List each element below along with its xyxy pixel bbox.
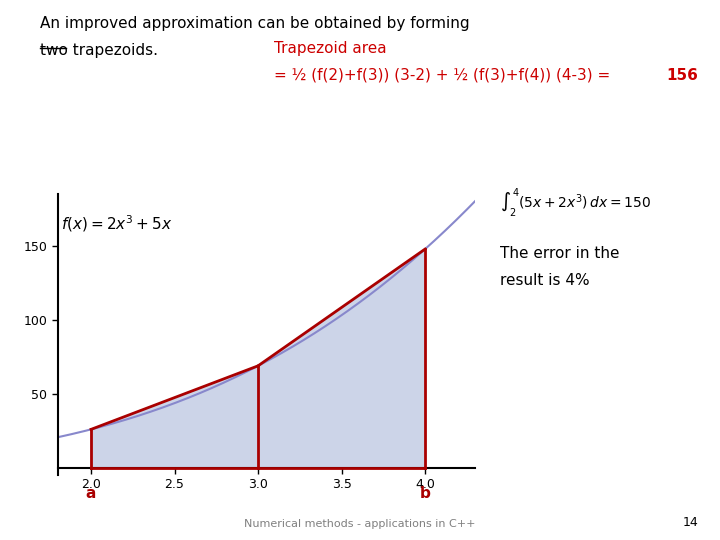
- Text: An improved approximation can be obtained by forming: An improved approximation can be obtaine…: [40, 16, 469, 31]
- Text: The error in the: The error in the: [500, 246, 620, 261]
- Text: Trapezoid area: Trapezoid area: [274, 40, 386, 56]
- Text: 156: 156: [667, 68, 698, 83]
- Text: $f(x) = 2x^3 + 5x$: $f(x) = 2x^3 + 5x$: [61, 214, 172, 234]
- Text: 14: 14: [683, 516, 698, 529]
- Text: $\int_2^4 (5x + 2x^3)\,dx = 150$: $\int_2^4 (5x + 2x^3)\,dx = 150$: [500, 186, 652, 219]
- Text: a: a: [86, 485, 96, 501]
- Text: result is 4%: result is 4%: [500, 273, 590, 288]
- Text: Numerical methods - applications in C++: Numerical methods - applications in C++: [244, 519, 476, 529]
- Polygon shape: [258, 249, 425, 468]
- Text: two trapezoids.: two trapezoids.: [40, 43, 158, 58]
- Text: b: b: [420, 485, 431, 501]
- Polygon shape: [91, 366, 258, 468]
- Text: = ½ (f(2)+f(3)) (3-2) + ½ (f(3)+f(4)) (4-3) =: = ½ (f(2)+f(3)) (3-2) + ½ (f(3)+f(4)) (4…: [274, 68, 615, 83]
